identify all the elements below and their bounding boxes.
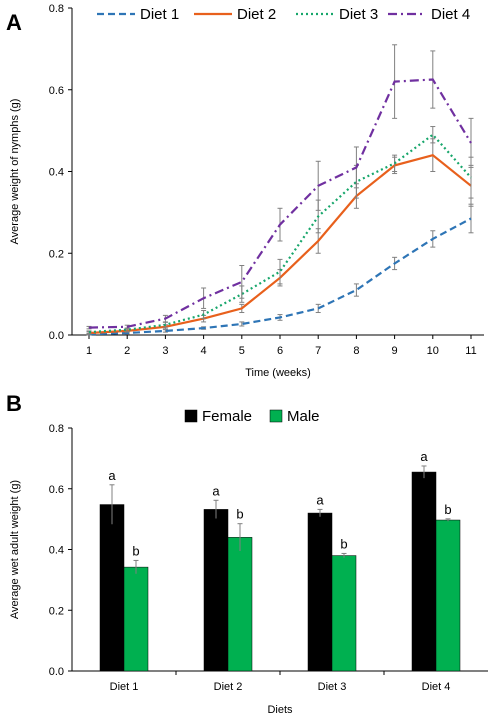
category-label: Diet 3 [318, 681, 347, 693]
x-tick-label: 7 [315, 345, 321, 357]
significance-letter: b [444, 502, 451, 517]
legend-label: Male [287, 408, 320, 425]
x-axis-title: Time (weeks) [245, 367, 311, 379]
significance-letter: a [108, 468, 116, 483]
significance-letter: b [236, 507, 243, 522]
legend-label: Diet 3 [339, 6, 378, 23]
y-axis-title: Average wet adult weight (g) [9, 480, 21, 619]
bar-female [99, 504, 125, 672]
bar-chart-adult-weight: B 0.0 0.2 0.4 0.6 0.8 Diet 1 a b Diet 2 a b Diet 3 a b… [6, 391, 488, 716]
y-tick-label: 0.6 [49, 85, 64, 97]
y-tick-label: 0.0 [49, 666, 64, 678]
series-line [88, 217, 472, 336]
x-tick-label: 5 [239, 345, 245, 357]
x-tick-label: 6 [277, 345, 283, 357]
x-tick-label: 3 [162, 345, 168, 357]
significance-letter: a [212, 483, 220, 498]
bar-female [411, 471, 437, 672]
bar-male [123, 566, 149, 672]
x-tick-label: 8 [353, 345, 359, 357]
legend-label: Female [202, 408, 252, 425]
significance-letter: a [316, 492, 324, 507]
y-tick-label: 0.2 [49, 248, 64, 260]
x-axis-title: Diets [267, 704, 293, 716]
y-axis-title: Average weight of nymphs (g) [9, 99, 21, 245]
legend-label: Diet 1 [140, 6, 179, 23]
y-tick-label: 0.4 [49, 545, 64, 557]
legend-label: Diet 2 [237, 6, 276, 23]
bar-male [331, 555, 357, 672]
legend-label: Diet 4 [431, 6, 470, 23]
bar-female [203, 509, 229, 672]
series-line [88, 153, 472, 335]
x-tick-label: 10 [427, 345, 439, 357]
legend-swatch [269, 409, 283, 423]
series-line [88, 78, 472, 329]
y-tick-label: 0.4 [49, 167, 64, 179]
bar-male [227, 537, 253, 672]
category-label: Diet 4 [422, 681, 451, 693]
bar-male [435, 519, 461, 672]
x-tick-label: 4 [201, 345, 207, 357]
line-chart-nymph-weight: A 0.0 0.2 0.4 0.6 0.8 1 2 3 4 5 6 7 8 9 10 11 Time (weeks… [6, 3, 484, 379]
category-label: Diet 2 [214, 681, 243, 693]
category-label: Diet 1 [110, 681, 139, 693]
x-tick-label: 1 [86, 345, 92, 357]
y-tick-label: 0.8 [49, 423, 64, 435]
y-tick-label: 0.0 [49, 330, 64, 342]
panel-label-b: B [6, 391, 22, 416]
x-tick-label: 2 [124, 345, 130, 357]
bar-female [307, 512, 333, 672]
significance-letter: a [420, 449, 428, 464]
significance-letter: b [340, 536, 347, 551]
y-tick-label: 0.8 [49, 3, 64, 15]
x-tick-label: 11 [465, 345, 476, 357]
x-tick-label: 9 [392, 345, 398, 357]
series-line [88, 133, 472, 334]
y-tick-label: 0.6 [49, 484, 64, 496]
significance-letter: b [132, 543, 139, 558]
legend-swatch [184, 409, 198, 423]
panel-label-a: A [6, 10, 22, 35]
series-diet-4 [86, 44, 474, 330]
y-tick-label: 0.2 [49, 605, 64, 617]
